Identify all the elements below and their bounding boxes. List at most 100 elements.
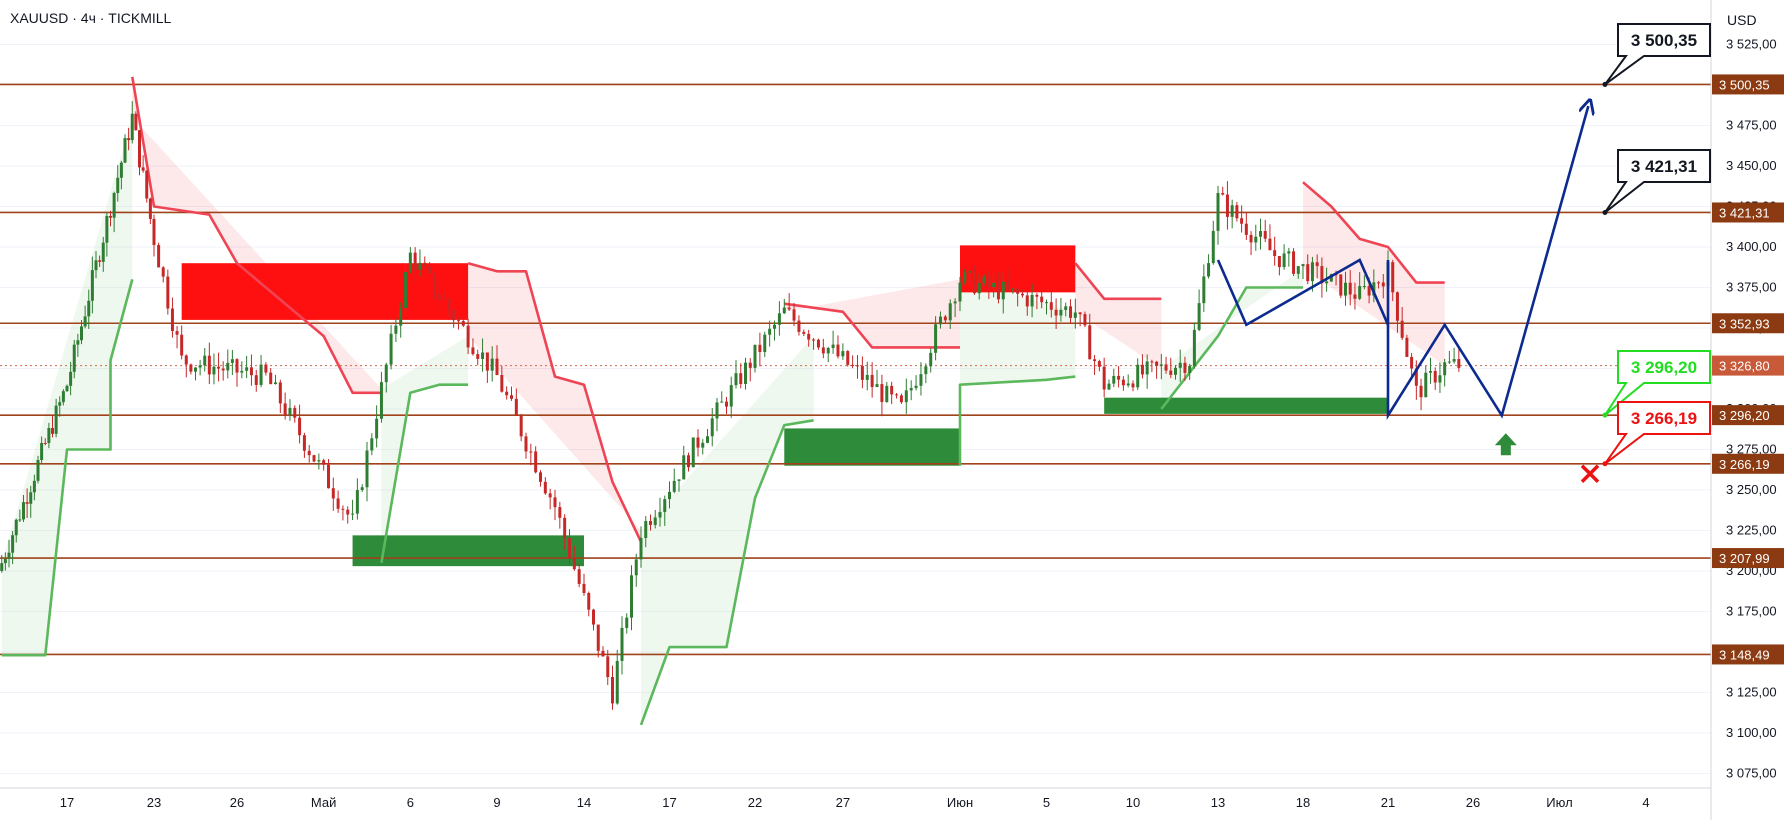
candle-body — [1268, 238, 1272, 251]
candle-body — [519, 415, 523, 437]
candle-body — [1230, 205, 1234, 217]
candle-body — [1107, 383, 1111, 390]
candle-body — [710, 418, 714, 437]
candle-body — [145, 170, 149, 199]
candle-body — [134, 113, 138, 131]
candle-body — [1315, 262, 1319, 267]
candle-body — [432, 273, 436, 295]
candle-body — [596, 624, 600, 651]
candle-body — [639, 537, 643, 560]
candle-body — [61, 391, 65, 403]
candle-body — [1400, 320, 1404, 338]
candle-body — [370, 438, 374, 451]
level-price-tag-bg — [1712, 313, 1784, 334]
x-tick-label: Июн — [947, 795, 973, 810]
candle-body — [1372, 282, 1376, 296]
y-tick-label: 3 275,00 — [1726, 442, 1777, 457]
candle-body — [148, 198, 152, 219]
candle-body — [130, 113, 134, 141]
candle-body — [725, 401, 728, 407]
candle-body — [138, 130, 141, 168]
candle-body — [663, 499, 667, 513]
candle-body — [11, 535, 15, 553]
candle-body — [1301, 264, 1305, 267]
candle-body — [1452, 359, 1456, 362]
candle-body — [1155, 361, 1159, 366]
candle-body — [317, 460, 321, 462]
candle-body — [1054, 309, 1058, 316]
stop-cross-icon — [1580, 464, 1600, 484]
trailing-stop-fill — [468, 263, 641, 542]
candle-body — [175, 331, 179, 335]
candle-body — [141, 167, 145, 171]
candle-body — [899, 395, 903, 403]
level-price-tag-bg — [1712, 74, 1784, 95]
candle-body — [80, 326, 83, 341]
current-price-tag: 3 326,80 — [1719, 359, 1770, 374]
callout-anchor — [1602, 461, 1608, 467]
candle-body — [418, 262, 422, 270]
callout-anchor — [1602, 209, 1608, 215]
candle-body — [582, 583, 586, 593]
candle-body — [1377, 282, 1381, 284]
candle-body — [514, 398, 518, 416]
candle-body — [543, 481, 547, 494]
x-tick-label: Июл — [1546, 795, 1572, 810]
candle-body — [166, 276, 170, 309]
candle-body — [360, 487, 364, 491]
x-tick-label: 13 — [1211, 795, 1225, 810]
candle-body — [249, 367, 253, 376]
candle-body — [1353, 294, 1357, 299]
candle-body — [870, 374, 874, 388]
candle-body — [1395, 292, 1399, 321]
demand-zone — [1104, 397, 1388, 414]
candle-body — [1078, 312, 1082, 315]
candle-body — [1216, 193, 1220, 231]
y-tick-label: 3 075,00 — [1726, 766, 1777, 781]
candle-body — [768, 328, 772, 335]
candle-body — [1126, 383, 1130, 386]
candle-body — [1443, 362, 1447, 376]
candle-body — [437, 294, 441, 300]
currency-label[interactable]: USD — [1727, 12, 1757, 28]
candle-body — [25, 502, 29, 504]
candle-body — [69, 371, 73, 386]
candle-body — [1240, 218, 1244, 224]
candle-body — [943, 316, 947, 321]
level-price-tag-bg — [1712, 405, 1784, 426]
x-tick-label: 26 — [1466, 795, 1480, 810]
candle-body — [644, 521, 648, 538]
candle-body — [1011, 288, 1015, 290]
candle-body — [1040, 296, 1044, 303]
candle-body — [1348, 282, 1352, 295]
candle-body — [1344, 282, 1347, 296]
candle-body — [119, 162, 123, 178]
candle-body — [696, 437, 700, 448]
candle-body — [355, 490, 359, 514]
candle-body — [1059, 309, 1063, 316]
y-tick-label: 3 525,00 — [1726, 37, 1777, 52]
candle-body — [572, 558, 576, 570]
candle-body — [1296, 266, 1300, 274]
candle-body — [1150, 361, 1154, 363]
candle-body — [890, 385, 894, 395]
candle-body — [1145, 361, 1149, 375]
candle-body — [203, 355, 207, 366]
candle-body — [1188, 366, 1192, 373]
x-tick-label: 22 — [748, 795, 762, 810]
demand-zone — [784, 428, 960, 466]
candle-body — [1020, 293, 1024, 296]
trailing-stop-line — [1302, 181, 1445, 284]
callout-box — [1604, 401, 1711, 465]
candle-body — [1192, 329, 1196, 367]
candle-body — [841, 351, 845, 357]
candle-body — [112, 192, 116, 218]
candle-body — [821, 347, 825, 354]
candle-body — [802, 331, 806, 334]
candle-body — [1438, 375, 1442, 383]
candle-body — [668, 491, 671, 500]
level-price-tag: 3 296,20 — [1719, 408, 1770, 423]
candle-body — [288, 407, 292, 416]
candle-body — [1097, 361, 1101, 367]
